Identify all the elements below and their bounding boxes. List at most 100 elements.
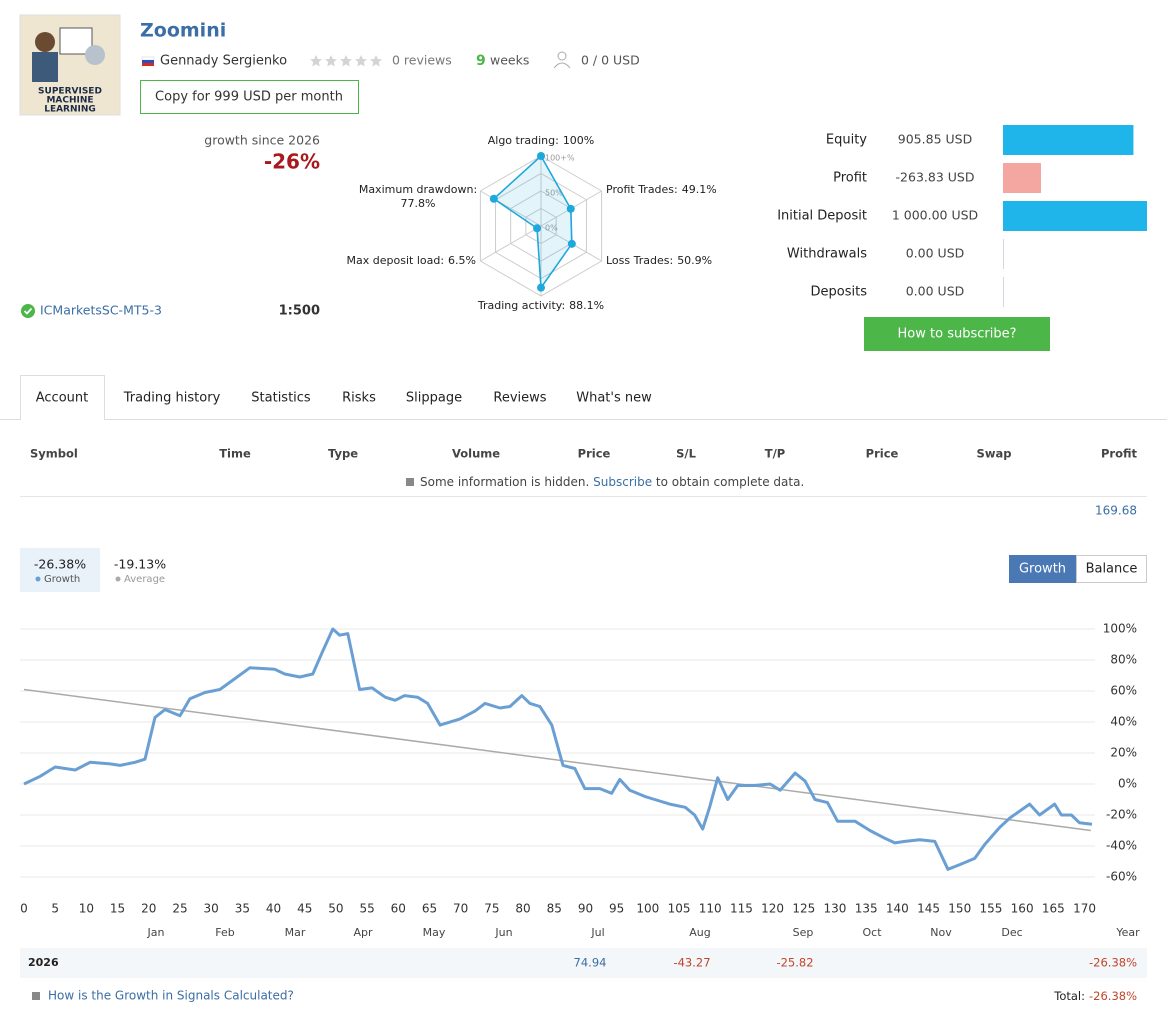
column-header: Symbol [30, 447, 78, 461]
weeks-unit: weeks [490, 53, 529, 68]
notice: Some information is hidden. Subscribe to… [420, 475, 804, 489]
avatar-board [59, 27, 93, 55]
legend-value[interactable]: -26.38% [34, 557, 86, 572]
reviews[interactable]: 0 reviews [392, 53, 452, 68]
subscribers: 0 / 0 USD [581, 53, 640, 68]
verified-icon [23, 307, 33, 315]
column-header: Type [328, 447, 358, 461]
tab[interactable]: Risks [342, 391, 376, 406]
legend-active[interactable] [20, 548, 100, 592]
radar-point [489, 194, 498, 203]
copy-button-label[interactable]: Copy for 999 USD per month [155, 90, 343, 105]
radar-ring-label: 0% [545, 224, 558, 233]
y-tick-label: 80% [1110, 653, 1137, 667]
growth-button[interactable] [1009, 555, 1076, 583]
x-tick-label: 65 [422, 902, 437, 916]
radar-axis-name: Loss Trades: [606, 254, 673, 267]
month-label: Aug [689, 926, 710, 939]
y-tick-label: 40% [1110, 715, 1137, 729]
account-value: 905.85 USD [898, 132, 972, 147]
radar-point [533, 224, 542, 233]
author[interactable]: Gennady Sergienko [160, 54, 287, 69]
subscribe-button[interactable] [864, 317, 1050, 351]
radar-axis-value: 49.1% [682, 183, 717, 196]
x-tick-label: 15 [110, 902, 125, 916]
x-tick-label: 100 [636, 902, 659, 916]
table-total: 169.68 [1095, 504, 1137, 518]
active-tab [20, 375, 105, 420]
help-icon [32, 992, 40, 1000]
account-bar [1003, 239, 1004, 269]
chart-button-label[interactable]: Balance [1086, 562, 1138, 577]
x-tick-label: 135 [855, 902, 878, 916]
account-label: Initial Deposit [777, 209, 867, 224]
growth-value: -26% [264, 150, 320, 174]
balance-button[interactable] [1076, 555, 1147, 583]
month-value: -25.82 [776, 956, 813, 970]
avatar-figure [35, 32, 55, 52]
y-tick-label: 20% [1110, 746, 1137, 760]
verified-icon [21, 304, 35, 318]
copy-button[interactable] [140, 80, 359, 114]
x-tick-label: 50 [328, 902, 343, 916]
legend-label[interactable]: Average [124, 574, 165, 585]
column-header: Price [866, 447, 899, 461]
x-tick-label: 35 [235, 902, 250, 916]
radar-label: Profit Trades: 49.1% [606, 183, 717, 196]
month-label: May [423, 926, 446, 939]
series-line [23, 627, 1093, 871]
account-label: Equity [826, 133, 867, 148]
radar-label: Algo trading: 100% [488, 134, 595, 147]
column-header: Profit [1101, 447, 1138, 461]
y-tick-label: 60% [1110, 684, 1137, 698]
column-header: Time [219, 447, 251, 461]
total: Total: -26.38% [1053, 989, 1137, 1003]
month-value: -43.27 [673, 956, 710, 970]
legend-dot [115, 576, 121, 582]
help-link[interactable]: How is the Growth in Signals Calculated? [48, 989, 294, 1003]
x-tick-label: 120 [761, 902, 784, 916]
x-tick-label: 0 [20, 902, 28, 916]
x-tick-label: 20 [141, 902, 156, 916]
legend-value[interactable]: -19.13% [114, 557, 166, 572]
x-tick-label: 155 [979, 902, 1002, 916]
broker[interactable]: ICMarketsSC-MT5-3 [40, 303, 162, 318]
subscribe-button-label[interactable]: How to subscribe? [898, 327, 1017, 342]
x-tick-label: 55 [359, 902, 374, 916]
tab[interactable]: Slippage [406, 391, 462, 406]
tab[interactable]: Reviews [493, 391, 546, 406]
month-label: Dec [1001, 926, 1022, 939]
subscribers-icon [553, 62, 571, 69]
tab[interactable]: Statistics [251, 391, 311, 406]
legend-label[interactable]: Growth [44, 574, 80, 585]
lock-icon [406, 478, 414, 486]
y-tick-label: -60% [1106, 870, 1137, 884]
x-tick-label: 75 [484, 902, 499, 916]
leverage: 1:500 [279, 304, 320, 319]
chart-button-label[interactable]: Growth [1019, 562, 1066, 577]
x-tick-label: 150 [948, 902, 971, 916]
x-tick-label: 125 [792, 902, 815, 916]
year-row [20, 948, 1147, 978]
tab[interactable]: Account [36, 391, 89, 406]
radar-axis-value: 50.9% [677, 254, 712, 267]
radar-axis-name: Maximum drawdown: [359, 183, 477, 196]
weeks-value: 9 [476, 53, 486, 69]
x-tick-label: 140 [886, 902, 909, 916]
month-label: Jan [147, 926, 165, 939]
avatar-text: SUPERVISED [38, 87, 102, 97]
avatar-text: LEARNING [44, 105, 96, 115]
radar-point [566, 204, 575, 213]
x-tick-label: 5 [51, 902, 59, 916]
month-value: -26.38% [1089, 956, 1137, 970]
total-label: Total: [1053, 989, 1085, 1003]
radar-axis-value: 100% [563, 134, 594, 147]
account-value: 1 000.00 USD [892, 208, 978, 223]
month-label: Jun [494, 926, 512, 939]
account-bar [1003, 163, 1041, 193]
signal-title[interactable]: Zoomini [140, 20, 226, 42]
x-tick-label: 105 [668, 902, 691, 916]
tab[interactable]: What's new [576, 391, 652, 406]
x-tick-label: 30 [204, 902, 219, 916]
tab[interactable]: Trading history [123, 391, 221, 406]
